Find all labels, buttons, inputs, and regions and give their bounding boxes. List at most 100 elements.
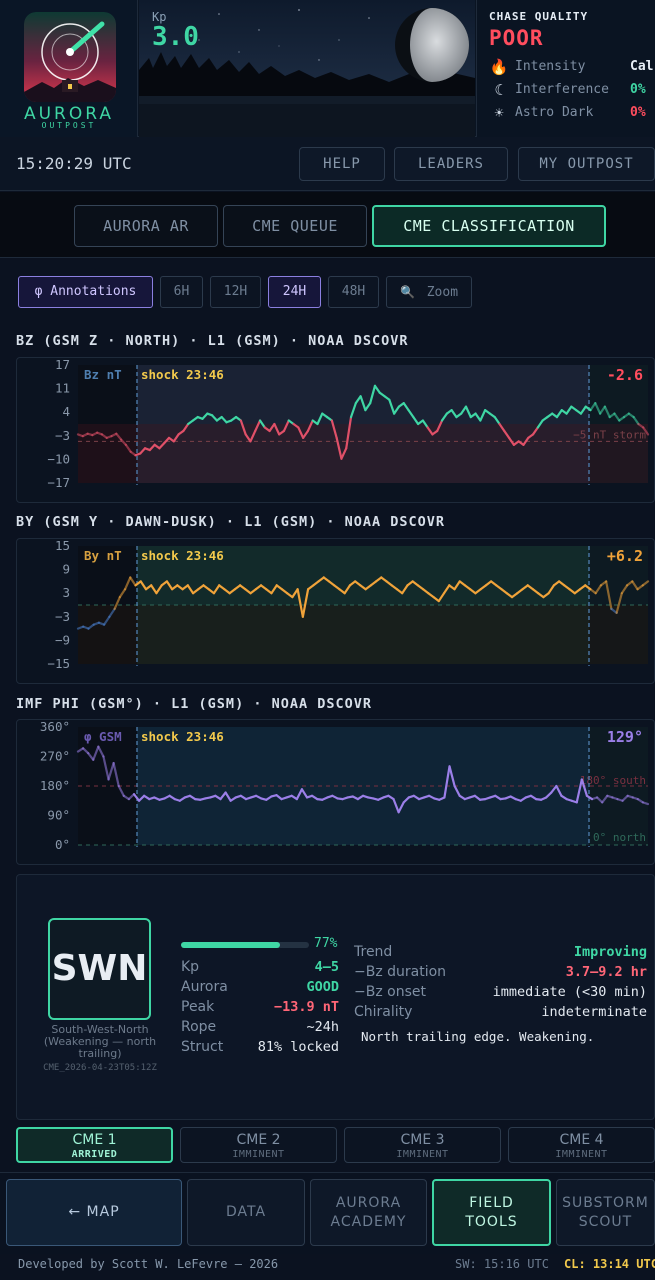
nav-academy-line1: AURORA xyxy=(335,1194,402,1211)
metric-value: 4–5 xyxy=(314,959,339,975)
series-segment xyxy=(158,441,166,450)
series-segment xyxy=(108,607,116,618)
shock-label: shock 23:46 xyxy=(141,729,224,744)
logo-panel[interactable]: AURORA OUTPOST xyxy=(0,0,138,137)
bz-chart-title: BZ (GSM Z · NORTH) · L1 (GSM) · NOAA DSC… xyxy=(16,333,409,349)
nav-data-button[interactable]: DATA xyxy=(187,1179,305,1246)
series-segment xyxy=(596,796,604,804)
series-segment xyxy=(302,429,310,439)
nav-map-button[interactable]: ← MAP xyxy=(6,1179,182,1246)
forecast-value: Improving xyxy=(573,944,647,960)
annotations-toggle[interactable]: φ Annotations xyxy=(18,276,153,308)
cme-tab-status: IMMINENT xyxy=(555,1149,608,1160)
series-segment xyxy=(594,584,603,595)
cme-tab-name: CME 4 xyxy=(559,1132,604,1148)
series-segment xyxy=(555,409,563,419)
nav-substorm-scout-button[interactable]: SUBSTORM SCOUT xyxy=(556,1179,655,1246)
tab-aurora-ar[interactable]: AURORA AR xyxy=(74,205,218,247)
series-segment xyxy=(594,402,602,415)
chase-row-label: Interference xyxy=(515,82,609,97)
series-segment xyxy=(349,402,357,419)
moon-phase-icon xyxy=(395,8,469,82)
series-segment xyxy=(300,788,309,799)
nav-field-tools-button[interactable]: FIELD TOOLS xyxy=(432,1179,551,1246)
metric-value: −13.9 nT xyxy=(273,999,339,1015)
forecast-label: Chirality xyxy=(354,1004,413,1020)
series-segment xyxy=(580,778,589,797)
moon-icon: ☾ xyxy=(494,81,504,99)
metric-value: GOOD xyxy=(306,979,339,995)
by-chart[interactable]: 15 9 3 −3 −9 −15 By nT shock 23:46 +6.2 xyxy=(16,538,655,684)
series-segment xyxy=(102,755,110,781)
cme-tab-2[interactable]: CME 2 IMMINENT xyxy=(180,1127,337,1163)
tab-cme-classification[interactable]: CME CLASSIFICATION xyxy=(372,205,606,247)
series-segment xyxy=(103,615,111,626)
y-tick-label: −17 xyxy=(47,475,70,490)
range-12h-button[interactable]: 12H xyxy=(210,276,261,308)
series-segment xyxy=(115,432,123,441)
series-label: φ GSM xyxy=(84,729,122,744)
series-segment xyxy=(129,576,137,587)
zoom-button[interactable]: 🔍 Zoom xyxy=(386,276,472,308)
y-tick-label: 15 xyxy=(55,538,70,553)
tab-cme-queue[interactable]: CME QUEUE xyxy=(223,205,367,247)
footer xyxy=(0,1254,655,1280)
range-6h-button[interactable]: 6H xyxy=(160,276,203,308)
shock-region xyxy=(137,365,589,483)
range-24h-button[interactable]: 24H xyxy=(268,276,321,308)
classification-description: South-West-North (Weakening — north trai… xyxy=(43,1023,157,1060)
series-segment xyxy=(632,415,640,426)
y-tick-label: −3 xyxy=(55,428,70,443)
series-segment xyxy=(335,436,343,460)
confidence-bar-fill xyxy=(181,942,280,948)
current-value: +6.2 xyxy=(607,547,643,565)
reference-label: 180° south xyxy=(580,774,646,787)
series-segment xyxy=(172,433,180,443)
series-segment xyxy=(443,765,451,799)
my-outpost-button[interactable]: MY OUTPOST xyxy=(518,147,655,181)
series-segment xyxy=(244,433,252,443)
series-segment xyxy=(212,584,221,595)
series-segment xyxy=(436,419,444,433)
nav-academy-line2: ACADEMY xyxy=(330,1213,407,1230)
cme-tab-status: IMMINENT xyxy=(396,1149,449,1160)
logo-wordmark: AURORA xyxy=(23,104,115,124)
leaders-button[interactable]: LEADERS xyxy=(394,147,508,181)
series-segment xyxy=(239,419,247,436)
phi-chart[interactable]: 360° 270° 180° 90° 0° 180° south 0° north φ GSM… xyxy=(16,719,655,865)
series-segment xyxy=(297,426,305,439)
help-button[interactable]: HELP xyxy=(299,147,385,181)
metric-value: 81% locked xyxy=(257,1039,339,1055)
by-chart-title: BY (GSM Y · DAWN-DUSK) · L1 (GSM) · NOAA… xyxy=(16,514,446,530)
y-tick-label: −15 xyxy=(47,656,70,671)
series-segment xyxy=(641,801,650,806)
range-48h-button[interactable]: 48H xyxy=(328,276,379,308)
series-segment xyxy=(165,580,174,591)
y-tick-label: 270° xyxy=(40,749,70,764)
cme-tab-3[interactable]: CME 3 IMMINENT xyxy=(344,1127,501,1163)
series-segment xyxy=(211,414,219,422)
series-segment xyxy=(621,794,629,802)
y-tick-label: 90° xyxy=(47,808,70,823)
clock-timestamp: CL: 13:14 UTC xyxy=(564,1257,655,1271)
series-segment xyxy=(555,784,563,797)
nav-aurora-academy-button[interactable]: AURORA ACADEMY xyxy=(310,1179,427,1246)
series-segment xyxy=(599,405,606,415)
series-segment xyxy=(579,405,587,415)
nav-scout-line2: SCOUT xyxy=(578,1213,633,1230)
series-segment xyxy=(296,588,304,618)
series-segment xyxy=(373,384,381,394)
shock-label: shock 23:46 xyxy=(141,367,224,382)
bz-chart[interactable]: 17 11 4 −3 −10 −17 −5 nT storm Bz nT shock 23:46… xyxy=(16,357,655,503)
forecast-value: immediate (<30 min) xyxy=(492,984,647,1000)
cme-tab-4[interactable]: CME 4 IMMINENT xyxy=(508,1127,655,1163)
cme-tab-1[interactable]: CME 1 ARRIVED xyxy=(16,1127,173,1163)
series-segment xyxy=(139,447,147,455)
forecast-label: −Bz onset xyxy=(354,984,426,1000)
utc-clock: 15:20:29 UTC xyxy=(16,154,132,173)
series-segment xyxy=(440,412,448,422)
logo-subtitle: OUTPOST xyxy=(41,121,97,130)
series-segment xyxy=(369,384,377,405)
series-segment xyxy=(163,436,171,445)
series-segment xyxy=(201,412,209,420)
